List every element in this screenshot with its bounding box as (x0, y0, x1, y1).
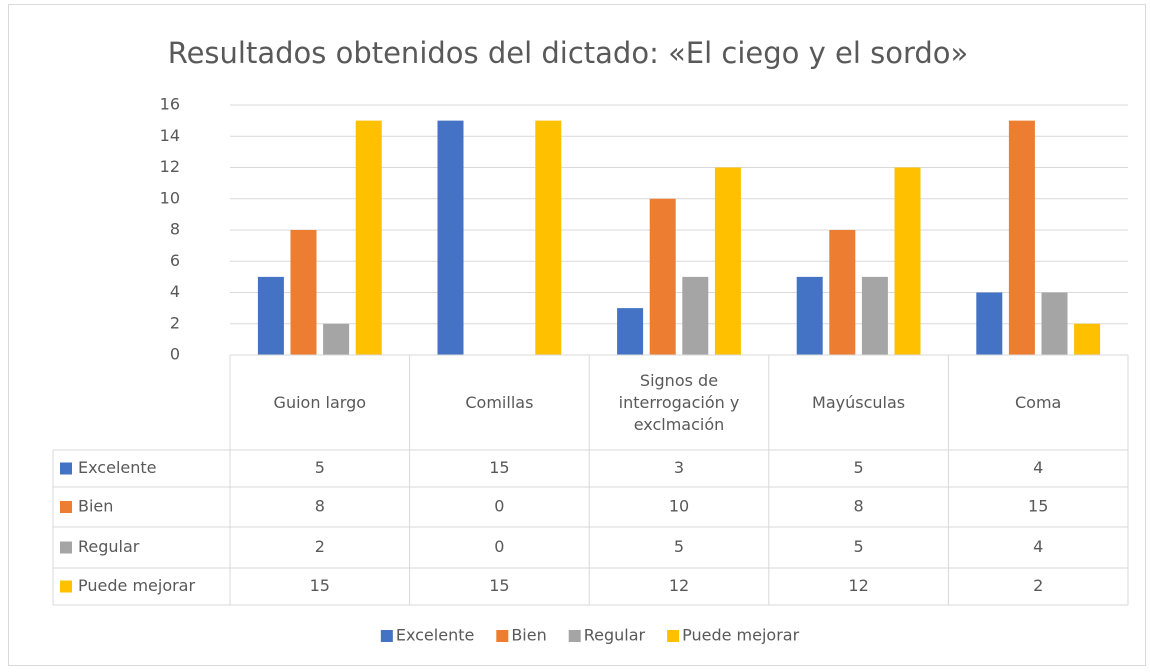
legend-key (60, 501, 72, 513)
bar (894, 167, 921, 355)
legend-label: Bien (511, 626, 546, 645)
y-tick-label: 14 (160, 126, 180, 145)
category-cell: Guion largo (273, 392, 367, 412)
table-value: 15 (310, 576, 330, 595)
legend-key (568, 630, 581, 642)
bar (355, 120, 382, 355)
y-tick-label: 16 (160, 95, 180, 114)
table-value: 8 (315, 497, 325, 516)
legend: Excelente Bien Regular Puede mejorar (380, 626, 800, 645)
table-value: 15 (489, 458, 509, 477)
bar (861, 276, 888, 355)
y-tick-label: 0 (170, 345, 180, 364)
bar (829, 230, 856, 355)
legend-key (60, 580, 72, 593)
x-tick-label: Signos de interrogación y exclmación (618, 370, 740, 434)
legend-label: Excelente (396, 626, 474, 645)
table-value: 4 (1033, 458, 1043, 477)
category-cell: Coma (1015, 392, 1062, 412)
chart-title: Resultados obtenidos del dictado: «El ci… (168, 36, 969, 70)
y-tick-label: 4 (170, 282, 180, 301)
table-value: 0 (494, 537, 504, 556)
y-tick-label: 2 (170, 313, 180, 332)
x-tick-label: Comillas (465, 392, 534, 412)
legend-key (496, 630, 509, 642)
category-cell: Comillas (465, 392, 534, 412)
legend-label: Regular (584, 626, 646, 645)
table-row-label: Regular (78, 537, 140, 556)
bar (290, 230, 317, 355)
legend-key (380, 630, 393, 642)
table-value: 2 (1033, 576, 1043, 595)
x-tick-label: Guion largo (273, 392, 367, 412)
y-tick-label: 12 (160, 157, 180, 176)
table-value: 5 (854, 537, 864, 556)
bar (682, 276, 709, 355)
y-tick-label: 8 (170, 220, 180, 239)
table-row-label: Puede mejorar (78, 576, 195, 595)
bar (1041, 292, 1068, 355)
table-value: 4 (1033, 537, 1043, 556)
table-value: 12 (669, 576, 689, 595)
x-tick-label: Coma (1015, 392, 1062, 412)
bar (257, 276, 284, 355)
table-value: 15 (489, 576, 509, 595)
bar (617, 308, 644, 355)
legend-key (60, 541, 72, 554)
y-tick-label: 6 (170, 251, 180, 270)
bar (535, 120, 562, 355)
legend-key (60, 462, 72, 475)
table-value: 3 (674, 458, 684, 477)
table-value: 8 (854, 497, 864, 516)
table-value: 5 (315, 458, 325, 477)
category-cell: Signos de interrogación y exclmación (618, 370, 740, 434)
bar (796, 276, 823, 355)
table-value: 12 (848, 576, 868, 595)
table-value: 15 (1028, 497, 1048, 516)
table-value: 5 (854, 458, 864, 477)
bar (323, 323, 350, 355)
table-row-label: Bien (78, 497, 113, 516)
y-tick-label: 10 (160, 188, 180, 207)
category-cell: Mayúsculas (812, 392, 906, 412)
x-tick-label: Mayúsculas (812, 392, 906, 412)
legend-key (667, 630, 680, 642)
table-value: 0 (494, 497, 504, 516)
table-row-label: Excelente (78, 458, 156, 477)
table-value: 5 (674, 537, 684, 556)
bar (649, 198, 676, 355)
chart-border (8, 4, 1146, 666)
bar (437, 120, 464, 355)
table-value: 2 (315, 537, 325, 556)
bar (976, 292, 1003, 355)
bar (714, 167, 741, 355)
legend-label: Puede mejorar (682, 626, 799, 645)
table-value: 10 (669, 497, 689, 516)
bar (1008, 120, 1035, 355)
bar (1074, 323, 1101, 355)
